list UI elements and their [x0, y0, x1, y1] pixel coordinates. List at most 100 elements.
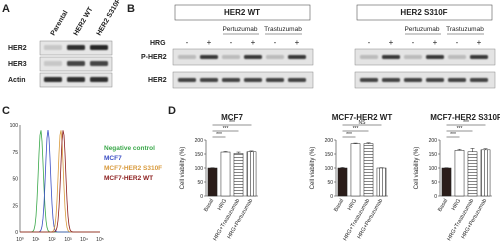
x-tick-label: 10⁵: [96, 237, 104, 243]
blot-band: [244, 55, 262, 59]
group-box: [174, 4, 311, 21]
lane-label: Parental: [50, 10, 70, 37]
x-tick-label: HRG: [347, 198, 358, 212]
blot-band: [67, 45, 85, 50]
treatment-label: Pertuzumab: [404, 26, 439, 33]
y-tick-label: 150: [325, 152, 334, 158]
hrg-sign: -: [274, 38, 277, 47]
row-label: HRG: [150, 40, 166, 47]
bar: [480, 149, 491, 197]
blot-frame: [354, 48, 496, 66]
blot-band: [448, 55, 466, 59]
blot-band: [470, 55, 488, 59]
treatment-label: Pertuzumab: [222, 26, 257, 33]
x-tick-label: Basal: [203, 198, 215, 213]
y-tick-label: 150: [195, 152, 204, 158]
blot-frame: [354, 71, 496, 89]
x-tick-label: Basal: [437, 198, 449, 213]
bar: [337, 167, 348, 197]
y-axis-label: Cell viability (%): [310, 147, 316, 190]
panel-label: D: [168, 105, 176, 117]
row-label: P-HER2: [141, 54, 167, 61]
blot-band: [426, 78, 444, 82]
blot-band: [404, 55, 422, 59]
y-axis-label: Cell viability (%): [180, 147, 186, 190]
blot-band: [67, 61, 85, 66]
blot-band: [200, 78, 218, 82]
y-tick-label: 25: [12, 203, 18, 209]
blot-band: [266, 55, 284, 59]
hrg-sign: -: [230, 38, 233, 47]
y-tick-label: 0: [434, 194, 437, 200]
blot-band: [404, 78, 422, 82]
legend-entry: Negative control: [104, 145, 155, 152]
chart-title: MCF7: [221, 113, 243, 122]
y-tick-label: 50: [431, 180, 437, 186]
y-tick-label: 50: [197, 180, 203, 186]
blot-band: [90, 61, 108, 66]
y-tick-label: 75: [12, 150, 18, 156]
error-bar: [457, 148, 462, 151]
x-tick-label: Basal: [333, 198, 345, 213]
blot-band: [244, 78, 262, 82]
hrg-sign: +: [207, 38, 212, 47]
group-title: HER2 S310F: [400, 8, 447, 17]
bar: [350, 143, 361, 197]
lane-label: HER2 WT: [73, 6, 95, 37]
bar: [454, 150, 465, 197]
blot-band: [448, 78, 466, 82]
bar: [376, 167, 387, 197]
legend-entry: MCF7: [104, 155, 122, 162]
panel-label: C: [2, 105, 10, 117]
x-tick-label: 10¹: [32, 237, 40, 243]
chart-title: MCF7-HER2 S310F: [430, 113, 500, 122]
hrg-sign: +: [251, 38, 256, 47]
significance-label: NS: [359, 120, 367, 126]
error-bar: [223, 151, 228, 153]
bar: [363, 143, 374, 197]
y-tick-label: 100: [195, 166, 204, 172]
treatment-label: Trastuzumab: [446, 26, 484, 33]
blot-band: [178, 55, 196, 59]
hrg-sign: +: [389, 38, 394, 47]
hrg-sign: +: [295, 38, 300, 47]
significance-label: ***: [463, 120, 469, 126]
blot-band: [382, 55, 400, 59]
hrg-sign: -: [456, 38, 459, 47]
y-tick-label: 0: [330, 194, 333, 200]
bar: [246, 151, 257, 197]
y-tick-label: 100: [429, 166, 438, 172]
y-tick-label: 150: [429, 152, 438, 158]
hrg-sign: -: [368, 38, 371, 47]
significance-label: ***: [216, 132, 222, 138]
y-tick-label: 0: [15, 230, 18, 236]
y-tick-label: 100: [10, 123, 19, 129]
y-tick-label: 0: [200, 194, 203, 200]
x-tick-label: 10³: [64, 237, 72, 243]
error-bar: [249, 150, 254, 152]
blot-frame: [172, 48, 314, 66]
chart-title: MCF7-HER2 WT: [332, 113, 393, 122]
x-tick-label: HRG: [217, 198, 228, 212]
hrg-sign: -: [412, 38, 415, 47]
y-tick-label: 200: [195, 138, 204, 144]
blot-band: [288, 78, 306, 82]
significance-label: ***: [450, 132, 456, 138]
significance-label: ***: [223, 126, 229, 132]
x-tick-label: 10⁰: [16, 237, 24, 243]
x-tick-label: 10²: [48, 237, 56, 243]
y-tick-label: 200: [429, 138, 438, 144]
y-tick-label: 100: [325, 166, 334, 172]
row-label: HER2: [8, 45, 27, 52]
y-axis-label: Cell viability (%): [414, 147, 420, 190]
x-tick-label: 10⁴: [80, 237, 88, 243]
x-tick-label: HRG: [451, 198, 462, 212]
blot-band: [470, 78, 488, 82]
error-bar: [470, 148, 475, 152]
blot-band: [360, 78, 378, 82]
bar: [220, 151, 231, 197]
error-bar: [483, 148, 488, 150]
blot-band: [67, 77, 85, 82]
y-tick-label: 50: [327, 180, 333, 186]
